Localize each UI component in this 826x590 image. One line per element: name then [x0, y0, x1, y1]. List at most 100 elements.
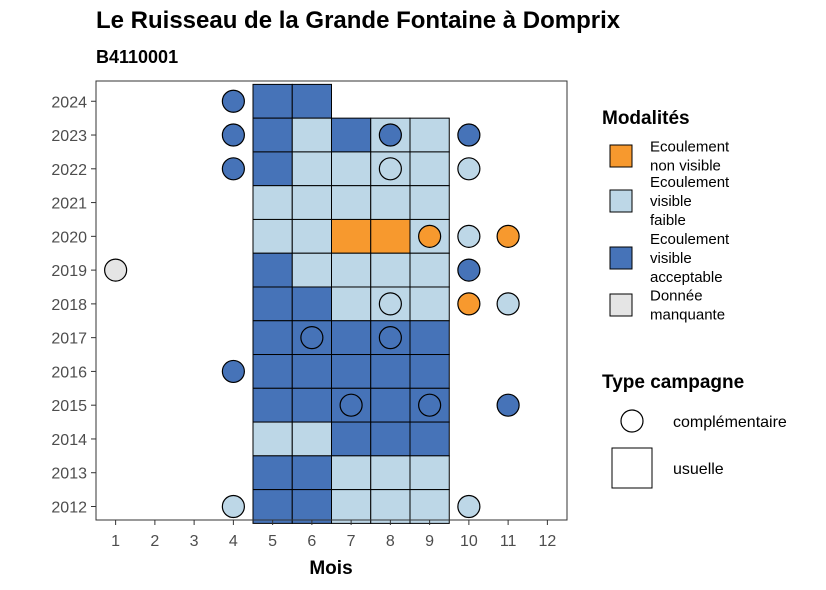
tile-usuelle-2014-8 [370, 421, 411, 457]
x-tick-label-7: 7 [347, 533, 356, 550]
tile-usuelle-2024-5 [252, 83, 293, 119]
point-complementaire-2023-4 [221, 123, 245, 147]
tile-usuelle-2020-6 [291, 218, 332, 254]
point-complementaire-2022-10 [457, 157, 481, 181]
y-tick-label-2017: 2017 [51, 331, 87, 348]
legend-label-3-0: Donnée [650, 288, 703, 305]
tile-usuelle-2014-7 [331, 421, 372, 457]
tile-usuelle-2018-7 [331, 286, 372, 322]
tile-usuelle-2016-7 [331, 354, 372, 389]
legend-label-2-0: Ecoulement [650, 231, 730, 248]
legend-label-1-2: faible [650, 212, 686, 229]
point-complementaire-2020-10 [457, 224, 481, 248]
legend-label-0-1: non visible [650, 158, 721, 175]
x-tick-label-10: 10 [460, 533, 478, 550]
tile-usuelle-2018-6 [291, 286, 332, 322]
y-tick-label-2024: 2024 [51, 94, 87, 111]
legend-label-0-0: Ecoulement [650, 139, 730, 156]
tile-usuelle-2023-5 [252, 117, 293, 153]
chart-subtitle: B4110001 [96, 47, 179, 67]
x-tick-label-1: 1 [111, 533, 120, 550]
x-tick-label-9: 9 [425, 533, 434, 550]
x-tick-label-12: 12 [538, 533, 556, 550]
legend-label-2-2: acceptable [650, 269, 723, 286]
tile-usuelle-2019-6 [291, 252, 332, 288]
tile-usuelle-2014-5 [252, 421, 293, 457]
tile-usuelle-2013-9 [409, 455, 450, 491]
x-tick-label-4: 4 [229, 533, 238, 550]
point-complementaire-2023-8 [378, 123, 402, 147]
tile-usuelle-2014-9 [409, 421, 450, 457]
tile-usuelle-2012-8 [370, 489, 411, 524]
x-axis-title: Mois [309, 558, 352, 579]
tile-usuelle-2012-5 [252, 489, 293, 524]
legend-campagne-title: Type campagne [602, 372, 744, 393]
legend-key-0 [609, 144, 633, 168]
tile-usuelle-2015-8 [370, 387, 411, 423]
y-tick-label-2021: 2021 [51, 196, 87, 213]
tile-usuelle-2013-5 [252, 455, 293, 491]
tile-usuelle-2018-5 [252, 286, 293, 322]
y-tick-label-2022: 2022 [51, 162, 87, 179]
point-complementaire-2017-8 [378, 326, 402, 350]
tile-usuelle-2022-5 [252, 151, 293, 187]
tile-usuelle-2017-5 [252, 320, 293, 356]
tile-usuelle-2019-9 [409, 252, 450, 288]
tile-usuelle-2016-6 [291, 354, 332, 389]
tile-usuelle-2022-9 [409, 151, 450, 187]
legend-campagne-square-key [611, 447, 653, 489]
tile-usuelle-2021-5 [252, 185, 293, 220]
x-tick-label-5: 5 [268, 533, 277, 550]
point-complementaire-2017-6 [300, 326, 324, 350]
tile-usuelle-2012-7 [331, 489, 372, 524]
tile-usuelle-2021-8 [370, 185, 411, 220]
x-tick-label-3: 3 [190, 533, 199, 550]
tile-usuelle-2016-5 [252, 354, 293, 389]
y-tick-label-2012: 2012 [51, 499, 87, 516]
x-tick-label-6: 6 [307, 533, 316, 550]
legend-label-3-1: manquante [650, 307, 725, 324]
tile-usuelle-2020-8 [370, 218, 411, 254]
legend-modalites-title: Modalités [602, 108, 690, 129]
y-tick-label-2020: 2020 [51, 229, 87, 246]
tile-usuelle-2015-5 [252, 387, 293, 423]
x-tick-label-11: 11 [500, 533, 517, 550]
tile-usuelle-2014-6 [291, 421, 332, 457]
tile-usuelle-2019-7 [331, 252, 372, 288]
y-tick-label-2023: 2023 [51, 128, 87, 145]
tile-usuelle-2019-8 [370, 252, 411, 288]
legend-label-1-0: Ecoulement [650, 174, 730, 191]
y-tick-label-2018: 2018 [51, 297, 87, 314]
legend-key-2 [609, 246, 633, 270]
tile-usuelle-2012-9 [409, 489, 450, 524]
tile-usuelle-2021-6 [291, 185, 332, 220]
tile-usuelle-2016-8 [370, 354, 411, 389]
point-complementaire-2022-8 [378, 157, 402, 181]
legend-key-3 [609, 293, 633, 317]
tile-usuelle-2023-6 [291, 117, 332, 153]
tile-usuelle-2016-9 [409, 354, 450, 389]
legend-label-1-1: visible [650, 193, 692, 210]
y-tick-label-2016: 2016 [51, 364, 87, 381]
legend-campagne-circle-key [620, 409, 644, 433]
point-complementaire-2020-9 [418, 224, 442, 248]
tile-usuelle-2015-6 [291, 387, 332, 423]
point-complementaire-2022-4 [221, 157, 245, 181]
tile-usuelle-2023-9 [409, 117, 450, 153]
chart-title: Le Ruisseau de la Grande Fontaine à Domp… [96, 7, 621, 34]
legend-campagne-label-0: complémentaire [673, 414, 787, 431]
point-complementaire-2012-10 [457, 494, 481, 519]
plot-area [95, 80, 568, 524]
tile-usuelle-2020-7 [331, 218, 372, 254]
tile-usuelle-2020-5 [252, 218, 293, 254]
axes: 1 2 3 4 5 6 7 8 9 10 11 122012201320142015201620172… [51, 94, 556, 550]
x-tick-label-8: 8 [386, 533, 395, 550]
tile-usuelle-2017-7 [331, 320, 372, 356]
tile-usuelle-2022-6 [291, 151, 332, 187]
point-complementaire-2024-4 [221, 89, 245, 113]
tile-usuelle-2024-6 [291, 83, 332, 119]
point-complementaire-2012-4 [221, 494, 245, 519]
point-complementaire-2015-7 [339, 393, 363, 417]
point-complementaire-2019-1 [104, 258, 128, 282]
